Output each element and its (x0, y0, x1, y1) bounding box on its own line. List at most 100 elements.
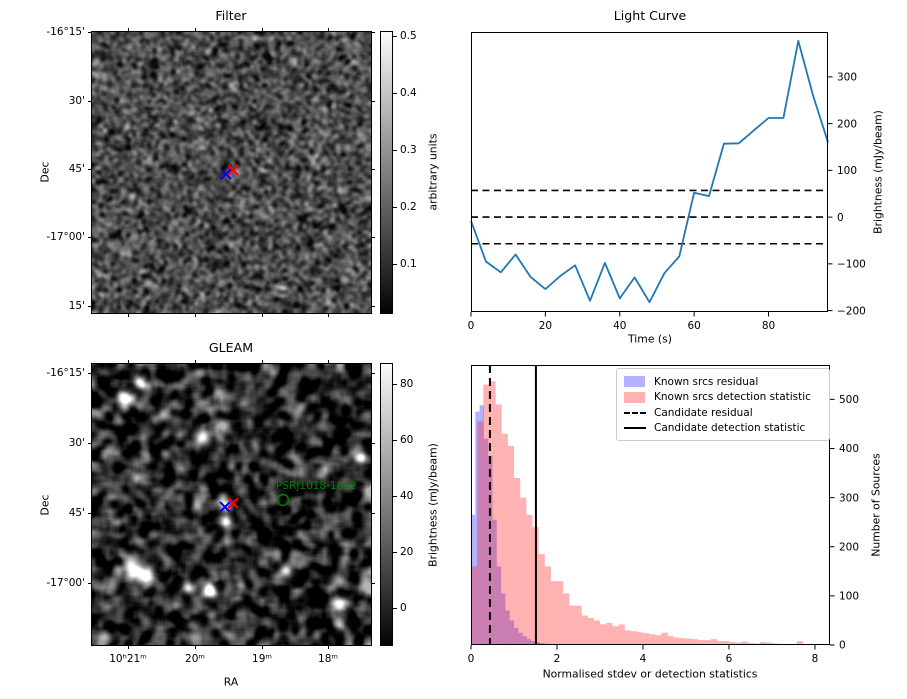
tick-label: -16°15' (46, 367, 85, 379)
tick-label: 500 (839, 394, 859, 406)
histogram-bar (587, 617, 594, 645)
histogram-bar (575, 605, 582, 645)
histogram-bar (535, 642, 540, 645)
tick-mark (262, 313, 263, 317)
tick-label: 30' (68, 437, 85, 449)
filter-image-panel (91, 31, 372, 314)
tick-mark (88, 101, 92, 102)
tick-label: 300 (839, 492, 859, 504)
tick-label: 10ʰ21ᵐ (109, 653, 147, 665)
tick-mark (393, 440, 397, 441)
histogram-bar (520, 497, 527, 645)
histogram-bar (723, 641, 730, 645)
tick-mark (88, 237, 92, 238)
tick-label: 0 (837, 212, 844, 224)
tick-mark (88, 583, 92, 584)
tick-mark (393, 207, 397, 208)
histogram-bar (686, 638, 693, 645)
histogram-bar (513, 627, 519, 645)
tick-mark (371, 101, 375, 102)
histogram-bar (483, 438, 489, 645)
histogram-bar (544, 566, 551, 645)
lightcurve-xlabel: Time (s) (628, 332, 672, 346)
tick-mark (262, 28, 263, 32)
histogram-bar (496, 566, 502, 645)
tick-label: 200 (837, 118, 857, 130)
histogram-bar (492, 519, 497, 645)
legend-swatch-pink (624, 391, 645, 403)
histogram-bar (655, 635, 662, 645)
legend-item-candidate-residual: Candidate residual (624, 405, 821, 421)
legend-item-candidate-detection: Candidate detection statistic (624, 421, 821, 437)
plot-border (471, 365, 830, 645)
tick-mark (195, 645, 196, 649)
tick-label: 8 (812, 653, 819, 665)
tick-mark (195, 360, 196, 364)
histogram-bar (796, 641, 803, 645)
legend: Known srcs residual Known srcs detection… (616, 368, 830, 441)
tick-mark (262, 645, 263, 649)
lightcurve-title: Light Curve (613, 8, 687, 23)
tick-label: 40 (400, 490, 414, 502)
tick-label: 0 (468, 653, 475, 665)
blue-cross-marker (220, 168, 232, 180)
tick-mark (328, 313, 329, 317)
tick-label: 40 (613, 320, 626, 332)
histogram-bar (518, 632, 523, 645)
tick-mark (371, 237, 375, 238)
legend-item-detection: Known srcs detection statistic (624, 390, 821, 406)
tick-label: 0.4 (400, 87, 417, 99)
red-cross-marker (227, 497, 239, 509)
histogram-bar (593, 620, 601, 645)
histogram-xlabel: Normalised stdev or detection statistics (542, 667, 758, 681)
gleam-colorbar-label: Brightness (mJy/beam) (426, 443, 440, 567)
gleam-image-panel: PSRJ1018-1642 (91, 363, 372, 646)
tick-label: 20ᵐ (185, 653, 205, 665)
tick-label: 0 (468, 320, 475, 332)
histogram-bar (495, 404, 502, 645)
tick-mark (371, 443, 375, 444)
histogram-bar (710, 639, 717, 645)
histogram-bar (766, 642, 773, 645)
histogram-ylabel: Number of Sources (869, 453, 883, 557)
histogram-bar (680, 638, 687, 645)
tick-mark (88, 443, 92, 444)
histogram-bar (661, 632, 668, 645)
lightcurve-plot: 0 20 40 60 80 −200 −100 0 100 200 300 (468, 32, 866, 332)
tick-mark (128, 360, 129, 364)
tick-label: −200 (837, 305, 866, 317)
tick-mark (393, 93, 397, 94)
gleam-markers-overlay: PSRJ1018-1642 (219, 480, 357, 513)
light-curve-line (470, 39, 829, 304)
tick-mark (88, 373, 92, 374)
tick-mark (88, 169, 92, 170)
tick-label: 400 (839, 443, 859, 455)
histogram-bar (624, 630, 631, 645)
pulsar-circle-marker (276, 493, 290, 507)
histogram-bar (471, 566, 478, 645)
histogram-bar (522, 636, 527, 645)
histogram-bar (618, 624, 625, 645)
blue-cross-marker (219, 501, 231, 513)
legend-label: Known srcs detection statistic (654, 391, 811, 404)
histogram-bar (612, 626, 619, 645)
tick-mark (371, 169, 375, 170)
histogram-bar (483, 384, 490, 645)
histogram-bar (477, 421, 484, 645)
tick-label: 200 (839, 541, 859, 553)
tick-label: 0.3 (400, 144, 417, 156)
tick-label: 45' (68, 163, 85, 175)
tick-label: 15' (68, 300, 85, 312)
tick-label: -17°00' (46, 577, 85, 589)
lightcurve-ylabel: Brightness (mJy/beam) (871, 110, 885, 234)
tick-label: −100 (837, 259, 866, 271)
tick-label: 6 (726, 653, 733, 665)
tick-label: 80 (400, 378, 414, 390)
red-cross-marker (227, 164, 239, 176)
tick-mark (128, 313, 129, 317)
tick-label: 80 (762, 320, 775, 332)
tick-label: 0.2 (400, 201, 417, 213)
legend-label: Candidate detection statistic (654, 422, 806, 435)
tick-label: 20 (400, 546, 414, 558)
histogram-bar (538, 554, 545, 645)
